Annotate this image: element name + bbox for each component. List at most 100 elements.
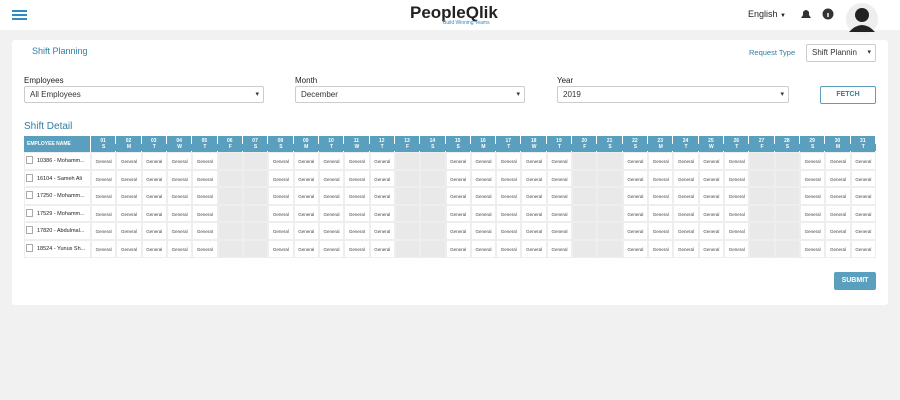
- request-type-select[interactable]: Shift Plannin: [806, 44, 876, 62]
- filter-select[interactable]: December: [295, 86, 525, 103]
- shift-cell[interactable]: [774, 187, 801, 205]
- shift-cell[interactable]: General: [318, 169, 345, 188]
- shift-cell[interactable]: [394, 152, 421, 170]
- shift-cell[interactable]: General: [192, 222, 218, 240]
- shift-cell[interactable]: General: [724, 169, 750, 188]
- shift-cell[interactable]: General: [91, 222, 117, 240]
- shift-cell[interactable]: General: [673, 169, 699, 188]
- shift-cell[interactable]: General: [698, 204, 725, 223]
- shift-cell[interactable]: General: [470, 222, 497, 240]
- shift-cell[interactable]: General: [192, 152, 218, 170]
- shift-cell[interactable]: General: [166, 204, 193, 223]
- submit-button[interactable]: SUBMIT: [834, 272, 876, 290]
- shift-cell[interactable]: [572, 187, 598, 205]
- shift-cell[interactable]: [597, 152, 623, 170]
- shift-cell[interactable]: [774, 152, 801, 170]
- shift-cell[interactable]: [420, 240, 446, 258]
- shift-cell[interactable]: General: [698, 240, 725, 258]
- shift-cell[interactable]: General: [850, 169, 876, 188]
- shift-cell[interactable]: General: [622, 169, 649, 188]
- shift-cell[interactable]: General: [496, 240, 522, 258]
- shift-cell[interactable]: General: [546, 240, 573, 258]
- shift-cell[interactable]: General: [445, 222, 471, 240]
- shift-cell[interactable]: General: [850, 204, 876, 223]
- shift-cell[interactable]: General: [546, 222, 573, 240]
- shift-cell[interactable]: General: [293, 240, 319, 258]
- shift-cell[interactable]: General: [318, 187, 345, 205]
- shift-cell[interactable]: General: [344, 204, 370, 223]
- shift-cell[interactable]: [774, 204, 801, 223]
- shift-cell[interactable]: General: [825, 240, 851, 258]
- shift-cell[interactable]: General: [496, 169, 522, 188]
- shift-cell[interactable]: General: [141, 152, 167, 170]
- shift-cell[interactable]: [394, 204, 421, 223]
- shift-cell[interactable]: General: [470, 169, 497, 188]
- avatar[interactable]: [845, 2, 879, 36]
- shift-cell[interactable]: General: [724, 222, 750, 240]
- shift-cell[interactable]: General: [192, 204, 218, 223]
- shift-cell[interactable]: General: [166, 187, 193, 205]
- shift-cell[interactable]: General: [318, 204, 345, 223]
- shift-cell[interactable]: General: [116, 222, 142, 240]
- shift-cell[interactable]: General: [445, 187, 471, 205]
- shift-cell[interactable]: General: [496, 152, 522, 170]
- shift-cell[interactable]: General: [521, 204, 547, 223]
- shift-cell[interactable]: General: [724, 204, 750, 223]
- shift-cell[interactable]: General: [141, 169, 167, 188]
- shift-cell[interactable]: [597, 240, 623, 258]
- shift-cell[interactable]: General: [91, 169, 117, 188]
- shift-cell[interactable]: General: [698, 169, 725, 188]
- shift-cell[interactable]: General: [268, 152, 294, 170]
- shift-cell[interactable]: General: [116, 187, 142, 205]
- logo[interactable]: PeopleQlik: [410, 3, 498, 22]
- shift-cell[interactable]: General: [825, 222, 851, 240]
- shift-cell[interactable]: General: [293, 187, 319, 205]
- shift-cell[interactable]: General: [369, 222, 395, 240]
- shift-cell[interactable]: General: [673, 204, 699, 223]
- shift-cell[interactable]: General: [800, 169, 826, 188]
- shift-cell[interactable]: General: [166, 222, 193, 240]
- shift-cell[interactable]: General: [116, 240, 142, 258]
- shift-cell[interactable]: General: [445, 240, 471, 258]
- shift-cell[interactable]: [242, 204, 269, 223]
- shift-cell[interactable]: General: [850, 240, 876, 258]
- shift-cell[interactable]: General: [445, 204, 471, 223]
- shift-cell[interactable]: General: [268, 169, 294, 188]
- shift-cell[interactable]: General: [622, 204, 649, 223]
- shift-cell[interactable]: [394, 169, 421, 188]
- shift-cell[interactable]: General: [268, 240, 294, 258]
- shift-cell[interactable]: General: [496, 222, 522, 240]
- shift-cell[interactable]: General: [648, 187, 674, 205]
- shift-cell[interactable]: [420, 222, 446, 240]
- shift-cell[interactable]: General: [648, 204, 674, 223]
- shift-cell[interactable]: [242, 169, 269, 188]
- shift-cell[interactable]: General: [91, 240, 117, 258]
- shift-cell[interactable]: [749, 204, 775, 223]
- shift-cell[interactable]: General: [318, 222, 345, 240]
- shift-cell[interactable]: [217, 240, 243, 258]
- shift-cell[interactable]: General: [825, 187, 851, 205]
- shift-cell[interactable]: General: [470, 204, 497, 223]
- shift-cell[interactable]: General: [825, 169, 851, 188]
- shift-cell[interactable]: General: [800, 240, 826, 258]
- shift-cell[interactable]: [749, 222, 775, 240]
- shift-cell[interactable]: General: [724, 187, 750, 205]
- shift-cell[interactable]: [420, 169, 446, 188]
- shift-cell[interactable]: General: [192, 169, 218, 188]
- shift-cell[interactable]: General: [622, 222, 649, 240]
- shift-cell[interactable]: General: [850, 222, 876, 240]
- shift-cell[interactable]: [572, 152, 598, 170]
- shift-cell[interactable]: [774, 240, 801, 258]
- shift-cell[interactable]: General: [470, 187, 497, 205]
- shift-cell[interactable]: General: [445, 152, 471, 170]
- shift-cell[interactable]: General: [800, 204, 826, 223]
- shift-cell[interactable]: [242, 152, 269, 170]
- shift-cell[interactable]: General: [141, 240, 167, 258]
- shift-cell[interactable]: [420, 204, 446, 223]
- shift-cell[interactable]: [242, 187, 269, 205]
- shift-cell[interactable]: General: [648, 169, 674, 188]
- shift-cell[interactable]: [749, 240, 775, 258]
- shift-cell[interactable]: General: [369, 152, 395, 170]
- shift-cell[interactable]: General: [546, 169, 573, 188]
- shift-cell[interactable]: General: [673, 222, 699, 240]
